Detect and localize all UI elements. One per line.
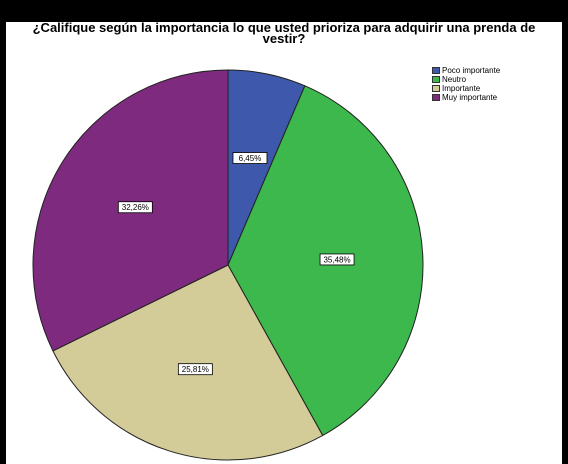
svg-text:25,81%: 25,81% xyxy=(182,365,209,374)
legend-swatch xyxy=(432,76,440,83)
legend-label: Poco importante xyxy=(442,66,501,75)
chart-title-line-2: vestir? xyxy=(262,31,306,46)
data-label-poco-importante: 6,45% xyxy=(232,152,268,164)
svg-text:32,26%: 32,26% xyxy=(122,203,149,212)
svg-text:6,45%: 6,45% xyxy=(239,154,262,163)
data-label-muy-importante: 32,26% xyxy=(117,201,153,214)
legend-item-neutro: Neutro xyxy=(432,75,500,84)
pie-chart: 6,45% 35,48% 25,81% 32,26% xyxy=(32,69,424,461)
pie-slice-importante xyxy=(52,264,324,461)
data-label-neutro: 35,48% xyxy=(319,253,355,266)
plot-area: ¿Califique según la importancia lo que u… xyxy=(6,22,562,464)
legend-item-muy-importante: Muy importante xyxy=(432,93,500,102)
legend-item-importante: Importante xyxy=(432,84,500,93)
legend-item-poco-importante: Poco importante xyxy=(432,66,500,75)
legend-swatch xyxy=(432,67,440,74)
legend: Poco importante Neutro Importante Muy impor… xyxy=(432,66,500,102)
svg-text:35,48%: 35,48% xyxy=(323,255,350,264)
legend-label: Neutro xyxy=(442,75,467,84)
data-label-importante: 25,81% xyxy=(177,363,213,376)
legend-swatch xyxy=(432,94,440,101)
legend-swatch xyxy=(432,85,440,92)
legend-label: Muy importante xyxy=(442,93,498,102)
chart-title: ¿Califique según la importancia lo que u… xyxy=(6,22,562,46)
legend-label: Importante xyxy=(442,84,481,93)
chart-title-line-1: ¿Califique según la importancia lo que u… xyxy=(32,22,536,35)
